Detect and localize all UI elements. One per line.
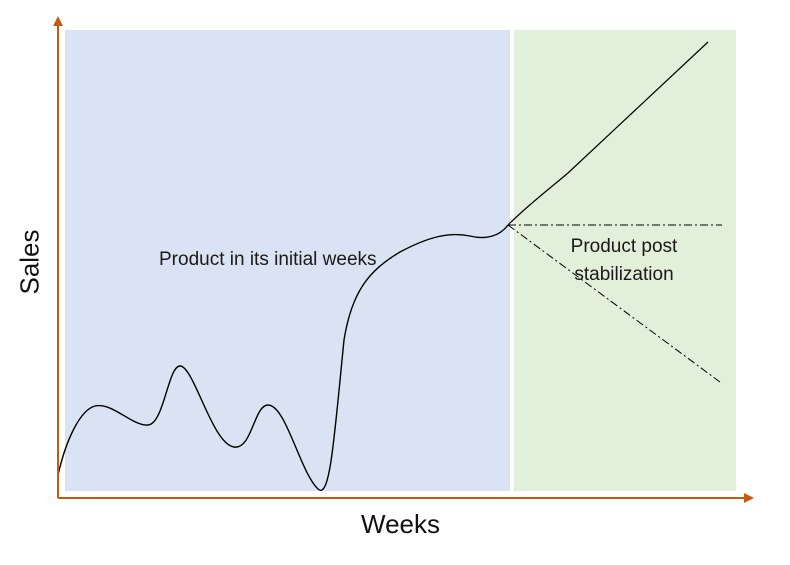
sales-curve [57, 224, 509, 491]
trend-line-increase [507, 41, 709, 226]
y-axis-label: Sales [14, 229, 45, 295]
trend-line-decrease [507, 224, 721, 383]
post-stabilization-region [514, 30, 736, 491]
x-axis-label: Weeks [361, 509, 440, 539]
initial-weeks-label: Product in its initial weeks [159, 249, 377, 270]
initial-weeks-region [65, 30, 510, 491]
post-stabilization-label: Product post stabilization [570, 236, 678, 285]
region-divider [510, 30, 514, 491]
